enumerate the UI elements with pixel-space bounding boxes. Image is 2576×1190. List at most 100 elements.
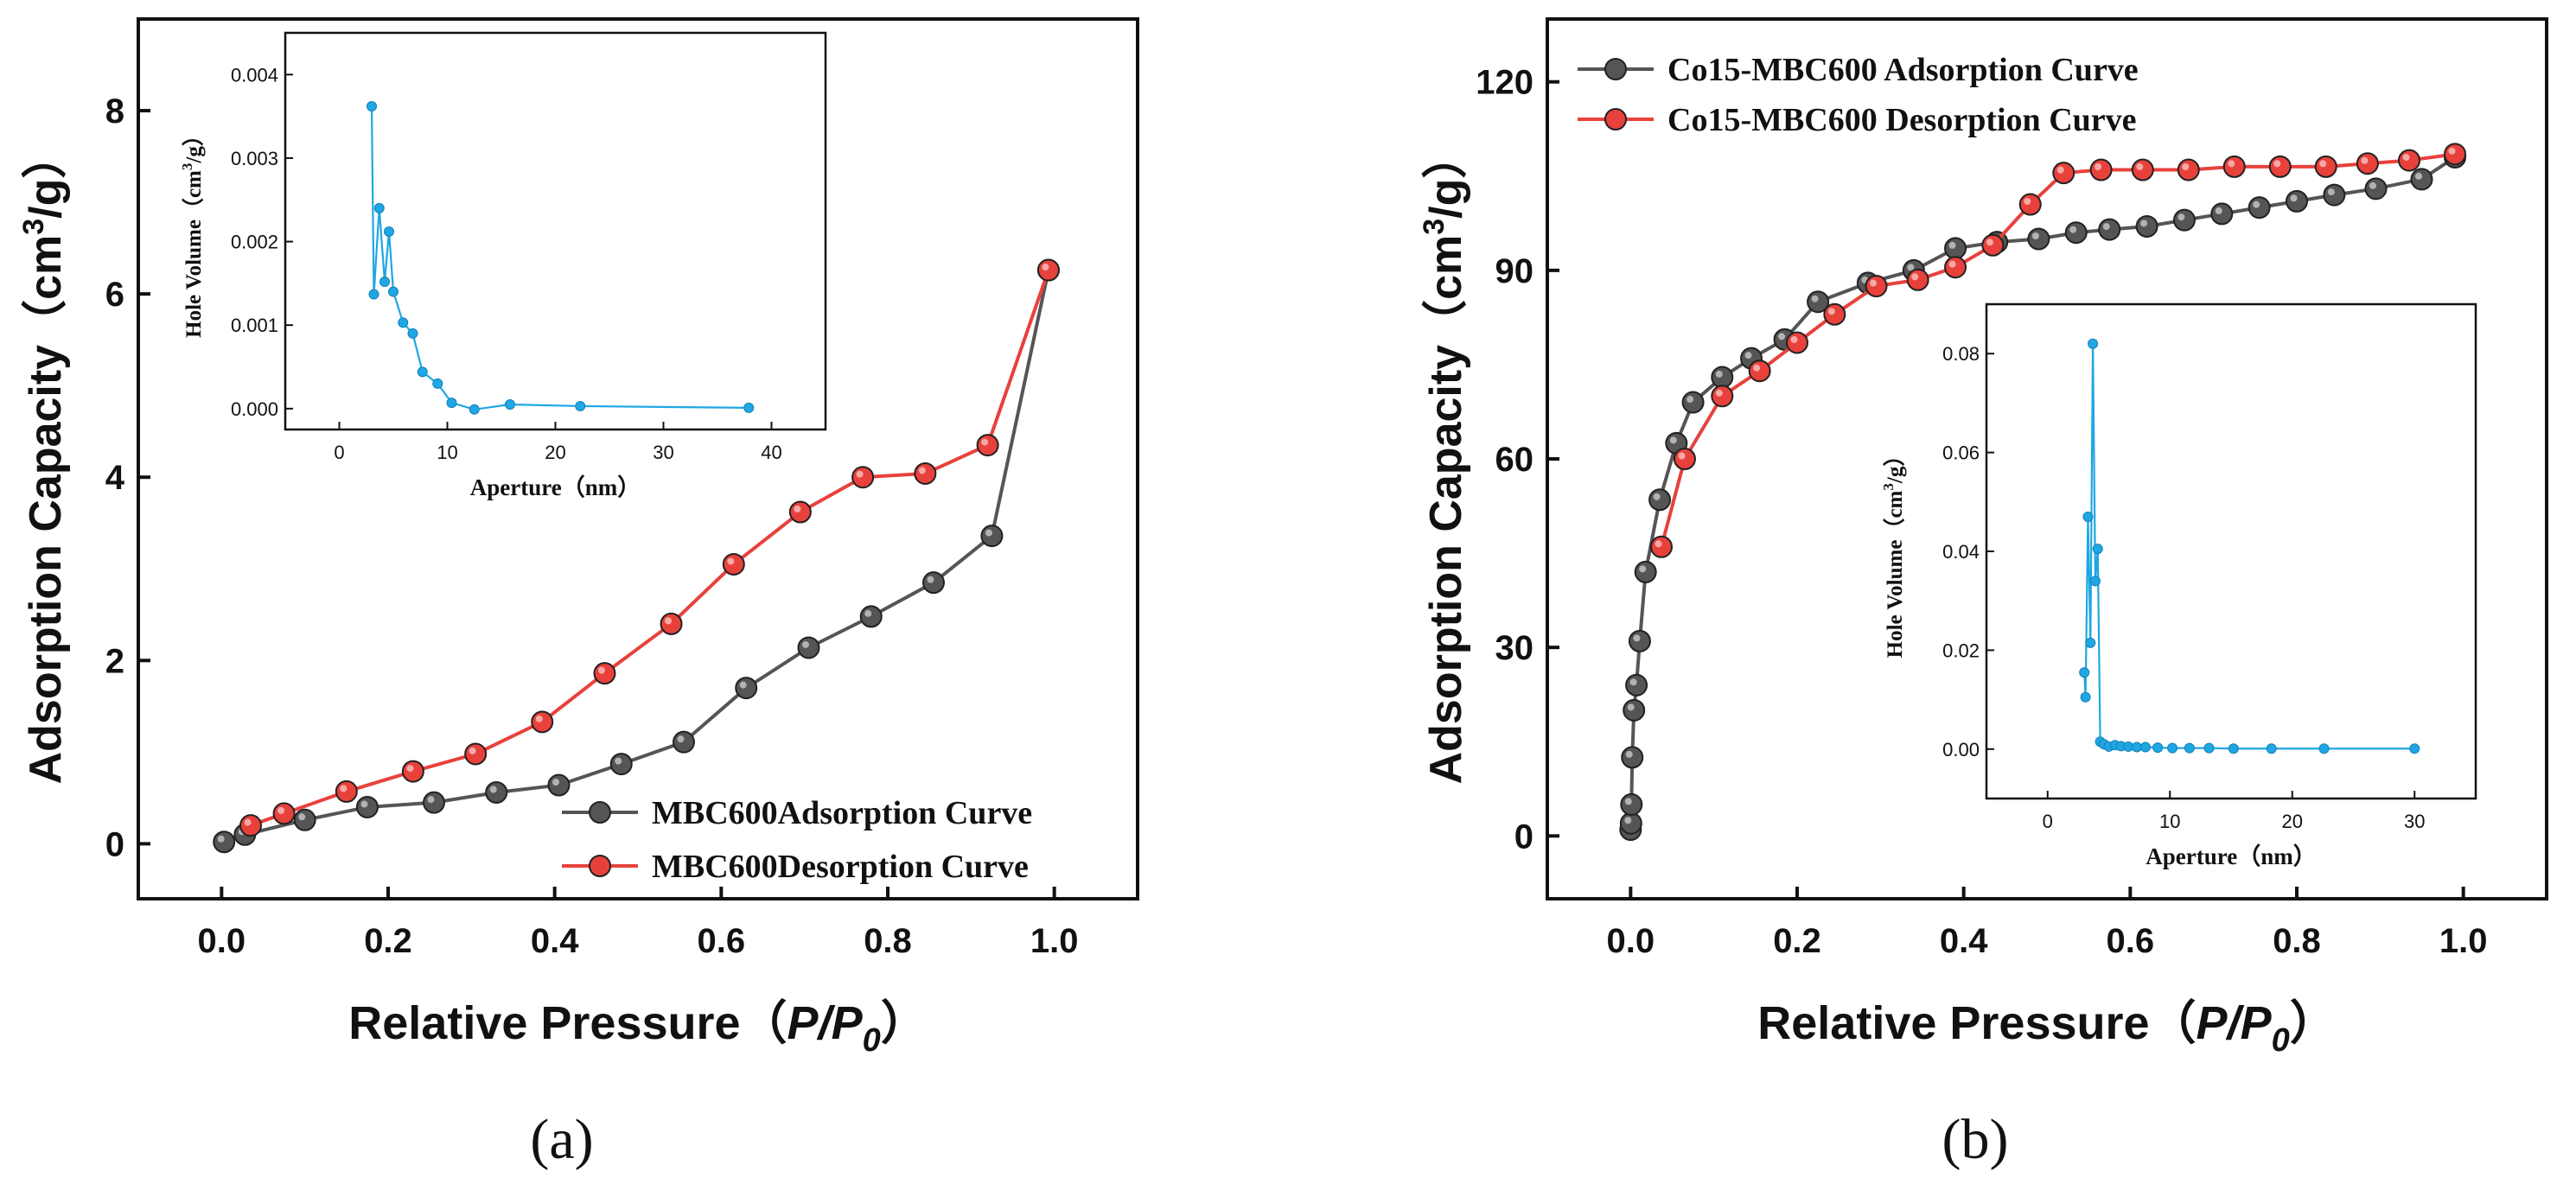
inset-data-point	[2184, 743, 2194, 753]
x-axis-label-sub: 0	[863, 1022, 881, 1059]
inset-y-tick-label: 0.06	[1942, 442, 1980, 464]
data-point-highlight	[727, 557, 734, 564]
data-point	[790, 502, 811, 523]
data-point-highlight	[2369, 182, 2376, 189]
data-point-highlight	[598, 667, 605, 674]
y-tick-label: 90	[1495, 252, 1534, 290]
data-point	[923, 572, 944, 593]
inset-x-tick-label: 10	[2159, 811, 2180, 832]
data-point	[2133, 160, 2153, 181]
data-point	[2286, 191, 2307, 212]
data-point	[2066, 222, 2087, 243]
data-point	[403, 761, 424, 782]
y-tick-label: 30	[1495, 629, 1534, 667]
x-axis-label-italic: P/P	[2197, 997, 2273, 1049]
figure: 0.0 0.2 0.4 0.6 0.8 1.002468Relative Pressure…	[0, 0, 2576, 1190]
data-point	[2028, 229, 2049, 250]
data-point	[594, 663, 615, 684]
y-axis-label-main: Adsorption Capacity（cm	[21, 235, 71, 785]
data-point	[1649, 489, 1670, 510]
data-point-highlight	[857, 471, 864, 478]
data-point	[1621, 794, 1642, 815]
inset-data-point	[367, 102, 377, 111]
data-point-highlight	[794, 506, 800, 512]
inset-data-point	[2133, 742, 2142, 752]
data-point-highlight	[1626, 751, 1633, 758]
y-axis-label-sup: 3	[1418, 219, 1451, 235]
data-point-highlight	[427, 796, 434, 803]
inset-data-point	[2124, 741, 2133, 751]
data-point-highlight	[2449, 148, 2456, 155]
data-point-highlight	[2216, 207, 2222, 214]
data-point	[2091, 160, 2112, 181]
data-point	[673, 732, 694, 753]
x-tick-label: 0.2	[1773, 922, 1821, 960]
data-point	[2211, 203, 2232, 224]
x-axis-label: Relative Pressure（P/P0）	[1757, 997, 2336, 1059]
data-point	[611, 754, 632, 774]
inset-y-tick-label: 0.003	[231, 148, 278, 169]
data-point-highlight	[2069, 226, 2076, 233]
inset-y-axis-label-tail: /g）	[1882, 445, 1907, 484]
x-tick-label: 0.8	[864, 922, 912, 960]
inset-data-point	[447, 398, 456, 408]
inset-y-axis-label: Hole Volume（cm3/g）	[179, 124, 206, 338]
y-tick-label: 6	[105, 276, 124, 314]
data-point	[981, 525, 1002, 546]
data-point	[2412, 169, 2433, 189]
data-point	[1651, 537, 1672, 557]
x-axis-label-close: ）	[881, 997, 928, 1049]
data-point-highlight	[2361, 157, 2368, 164]
data-point-highlight	[1753, 365, 1760, 372]
inset-data-point	[380, 277, 390, 286]
data-point-highlight	[1628, 703, 1635, 710]
data-point-highlight	[406, 765, 413, 772]
data-point	[2053, 162, 2074, 183]
data-point-highlight	[2273, 160, 2280, 167]
inset-y-axis-label-main: Hole Volume（cm	[1882, 490, 1907, 658]
data-point-highlight	[340, 785, 347, 792]
data-point-highlight	[1716, 371, 1723, 378]
data-point-highlight	[1624, 817, 1631, 824]
data-point-highlight	[1791, 336, 1798, 343]
data-point	[2178, 160, 2199, 181]
legend-marker	[1605, 59, 1626, 80]
data-point	[1712, 385, 1732, 406]
x-tick-label: 0.0	[198, 922, 246, 960]
data-point	[357, 797, 378, 818]
data-point-highlight	[1042, 264, 1049, 270]
data-point-highlight	[1654, 493, 1661, 500]
data-point	[1750, 360, 1770, 381]
data-point-highlight	[1778, 333, 1785, 340]
data-point-highlight	[2136, 163, 2143, 170]
inset-data-point	[408, 328, 418, 338]
data-point-highlight	[2177, 213, 2184, 220]
inset-data-point	[369, 290, 379, 299]
data-point	[2137, 216, 2158, 237]
chart-a: 0.0 0.2 0.4 0.6 0.8 1.0 0 2 4 6 8 Relative Pressure…	[17, 19, 1138, 1059]
data-point-highlight	[1870, 280, 1877, 287]
data-point	[1824, 304, 1845, 325]
inset-y-axis-label: Hole Volume（cm3/g）	[1880, 445, 1907, 659]
y-tick-label: 4	[105, 459, 125, 497]
data-point-highlight	[2403, 154, 2410, 161]
data-point	[1982, 235, 2003, 256]
data-point	[1908, 270, 1929, 290]
data-point	[1866, 276, 1887, 296]
data-point-highlight	[2024, 198, 2031, 205]
data-point	[852, 467, 873, 487]
inset-x-tick-label: 40	[761, 442, 781, 463]
x-axis-label-italic: P/P	[787, 997, 864, 1049]
inset-data-point	[2319, 744, 2329, 754]
x-axis-label-text: Relative Pressure（	[1757, 997, 2196, 1049]
data-point-highlight	[2057, 167, 2064, 174]
data-point-highlight	[218, 836, 225, 843]
inset-x-tick-label: 20	[2282, 811, 2303, 832]
data-point-highlight	[245, 819, 252, 826]
inset-x-axis-label: Aperture（nm）	[470, 474, 641, 500]
inset-data-point	[2140, 742, 2150, 752]
data-point	[424, 792, 444, 813]
data-point	[1636, 562, 1656, 582]
data-point	[336, 781, 357, 802]
data-point-highlight	[1633, 634, 1640, 641]
